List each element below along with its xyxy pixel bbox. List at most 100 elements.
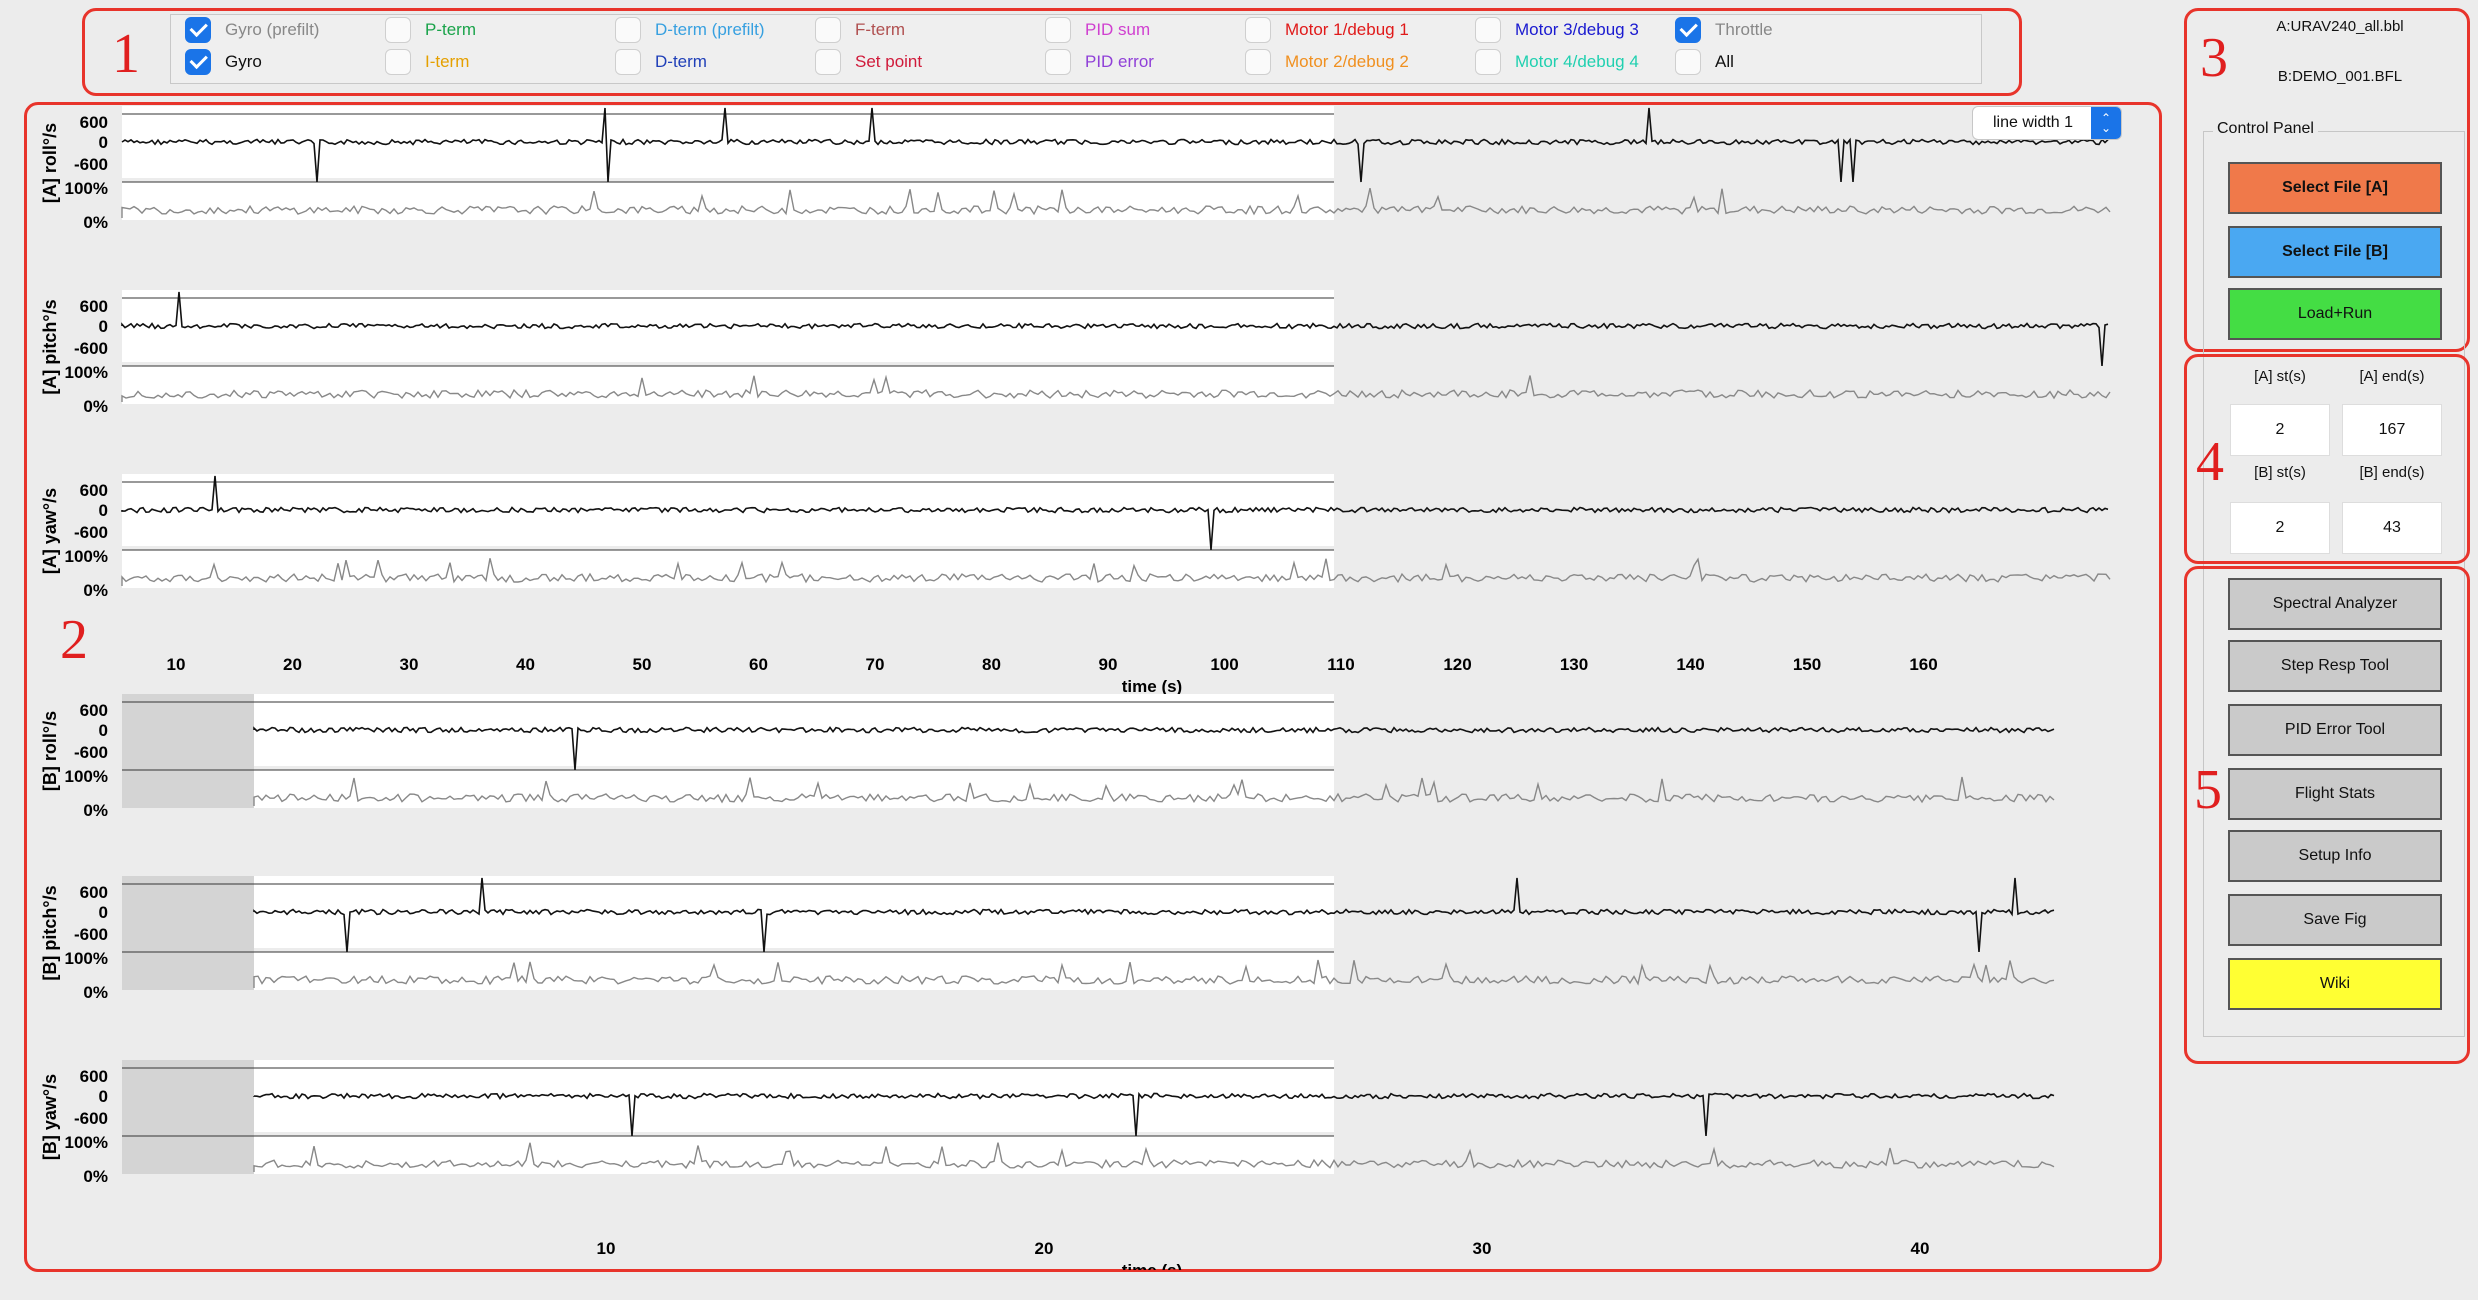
xtick-label: 10 — [167, 655, 186, 674]
checkbox-icon[interactable] — [185, 17, 211, 43]
excluded-region — [122, 876, 254, 990]
xtick-label: 130 — [1560, 655, 1588, 674]
legend-label: Motor 2/debug 2 — [1285, 52, 1409, 71]
annotation-box-3 — [2184, 8, 2470, 352]
throttle-axes — [122, 366, 1334, 404]
panel-ylabel: [B] roll°/s — [40, 711, 60, 791]
b-end-field[interactable]: 43 — [2342, 502, 2442, 554]
checkbox-icon[interactable] — [385, 49, 411, 75]
checkbox-icon[interactable] — [815, 17, 841, 43]
line-width-label: line width 1 — [1993, 114, 2074, 131]
xtick-label: 20 — [1035, 1239, 1054, 1258]
xtick-label: 60 — [749, 655, 768, 674]
a-end-field[interactable]: 167 — [2342, 404, 2442, 456]
xtick-label: 120 — [1443, 655, 1471, 674]
panel-ylabel: [A] pitch°/s — [40, 299, 60, 394]
checkbox-icon[interactable] — [1245, 49, 1271, 75]
legend-checkbox-gyro[interactable]: Gyro — [185, 49, 262, 75]
checkbox-icon[interactable] — [1675, 49, 1701, 75]
ytick-label: -600 — [74, 339, 108, 358]
legend-checkbox-motor-3-debug-3[interactable]: Motor 3/debug 3 — [1475, 17, 1639, 43]
checkbox-icon[interactable] — [1475, 17, 1501, 43]
xtick-label: 30 — [400, 655, 419, 674]
legend-checkbox-motor-4-debug-4[interactable]: Motor 4/debug 4 — [1475, 49, 1639, 75]
line-width-select[interactable]: line width 1 ⌃ ⌄ — [1972, 106, 2122, 140]
load-run-button[interactable]: Load+Run — [2228, 288, 2442, 340]
ytick-label: 0% — [83, 801, 108, 820]
legend-checkbox-d-term-prefilt[interactable]: D-term (prefilt) — [615, 17, 765, 43]
throttle-axes — [122, 182, 1334, 220]
xtick-label: 70 — [866, 655, 885, 674]
checkbox-icon[interactable] — [815, 49, 841, 75]
ytick-label: 0 — [99, 903, 108, 922]
legend-label: Set point — [855, 52, 923, 71]
checkbox-icon[interactable] — [385, 17, 411, 43]
legend-checkbox-p-term[interactable]: P-term — [385, 17, 476, 43]
xtick-label: 50 — [633, 655, 652, 674]
legend-checkbox-f-term[interactable]: F-term — [815, 17, 905, 43]
legend-checkbox-motor-2-debug-2[interactable]: Motor 2/debug 2 — [1245, 49, 1409, 75]
select-file-a-button[interactable]: Select File [A] — [2228, 162, 2442, 214]
legend-checkbox-set-point[interactable]: Set point — [815, 49, 922, 75]
ytick-label: 0% — [83, 1167, 108, 1186]
spectral-analyzer-button[interactable]: Spectral Analyzer — [2228, 578, 2442, 630]
legend-checkbox-pid-sum[interactable]: PID sum — [1045, 17, 1150, 43]
annotation-box-5 — [2184, 566, 2470, 1064]
wiki-button[interactable]: Wiki — [2228, 958, 2442, 1010]
ytick-label: -600 — [74, 743, 108, 762]
annotation-number-1: 1 — [112, 23, 140, 85]
checkbox-icon[interactable] — [615, 49, 641, 75]
b-start-label: [B] st(s) — [2254, 464, 2306, 481]
setup-info-button[interactable]: Setup Info — [2228, 830, 2442, 882]
flight-stats-button[interactable]: Flight Stats — [2228, 768, 2442, 820]
legend-label: Gyro (prefilt) — [225, 20, 320, 39]
plot-area: [A] roll°/s 600 0 -600 100% 0% [A] pitch°/s 600… — [26, 104, 2160, 1280]
checkbox-icon[interactable] — [1045, 17, 1071, 43]
checkbox-icon[interactable] — [615, 17, 641, 43]
a-start-field[interactable]: 2 — [2230, 404, 2330, 456]
ytick-label: -600 — [74, 1109, 108, 1128]
annotation-box-4 — [2184, 354, 2470, 564]
control-panel-frame — [2203, 131, 2465, 1037]
xtick-label: 40 — [516, 655, 535, 674]
xtick-label: 80 — [982, 655, 1001, 674]
ytick-label: 100% — [65, 767, 108, 786]
legend-checkbox-i-term[interactable]: I-term — [385, 49, 469, 75]
panel-ylabel: [A] yaw°/s — [40, 488, 60, 574]
ytick-label: 100% — [65, 179, 108, 198]
legend-checkbox-pid-error[interactable]: PID error — [1045, 49, 1154, 75]
select-file-b-button[interactable]: Select File [B] — [2228, 226, 2442, 278]
legend-checkbox-motor-1-debug-1[interactable]: Motor 1/debug 1 — [1245, 17, 1409, 43]
annotation-number-3: 3 — [2200, 27, 2228, 89]
ytick-label: 100% — [65, 949, 108, 968]
checkbox-icon[interactable] — [1045, 49, 1071, 75]
b-start-field[interactable]: 2 — [2230, 502, 2330, 554]
xtick-label: 20 — [283, 655, 302, 674]
legend-checkbox-throttle[interactable]: Throttle — [1675, 17, 1773, 43]
pid-error-tool-button[interactable]: PID Error Tool — [2228, 704, 2442, 756]
legend-label: PID sum — [1085, 20, 1151, 39]
panel-ylabel: [B] pitch°/s — [40, 885, 60, 980]
legend-label: All — [1715, 52, 1734, 71]
ytick-label: 0 — [99, 1087, 108, 1106]
annotation-number-4: 4 — [2196, 431, 2224, 493]
annotation-box-1 — [82, 8, 2022, 96]
checkbox-icon[interactable] — [1675, 17, 1701, 43]
step-resp-tool-button[interactable]: Step Resp Tool — [2228, 640, 2442, 692]
checkbox-icon[interactable] — [1475, 49, 1501, 75]
legend-label: Gyro — [225, 52, 262, 71]
ytick-label: 600 — [80, 883, 108, 902]
panel-ylabel: [A] roll°/s — [40, 123, 60, 203]
xtick-label: 160 — [1909, 655, 1937, 674]
gyro-trace — [253, 877, 2055, 953]
legend-checkbox-gyro-prefilt[interactable]: Gyro (prefilt) — [185, 17, 319, 43]
legend-checkbox-all[interactable]: All — [1675, 49, 1734, 75]
file-a-name: A:URAV240_all.bbl — [2276, 18, 2404, 35]
ytick-label: 0% — [83, 397, 108, 416]
save-fig-button[interactable]: Save Fig — [2228, 894, 2442, 946]
checkbox-icon[interactable] — [1245, 17, 1271, 43]
gyro-trace — [121, 291, 2109, 367]
checkbox-icon[interactable] — [185, 49, 211, 75]
legend-checkbox-d-term[interactable]: D-term — [615, 49, 707, 75]
